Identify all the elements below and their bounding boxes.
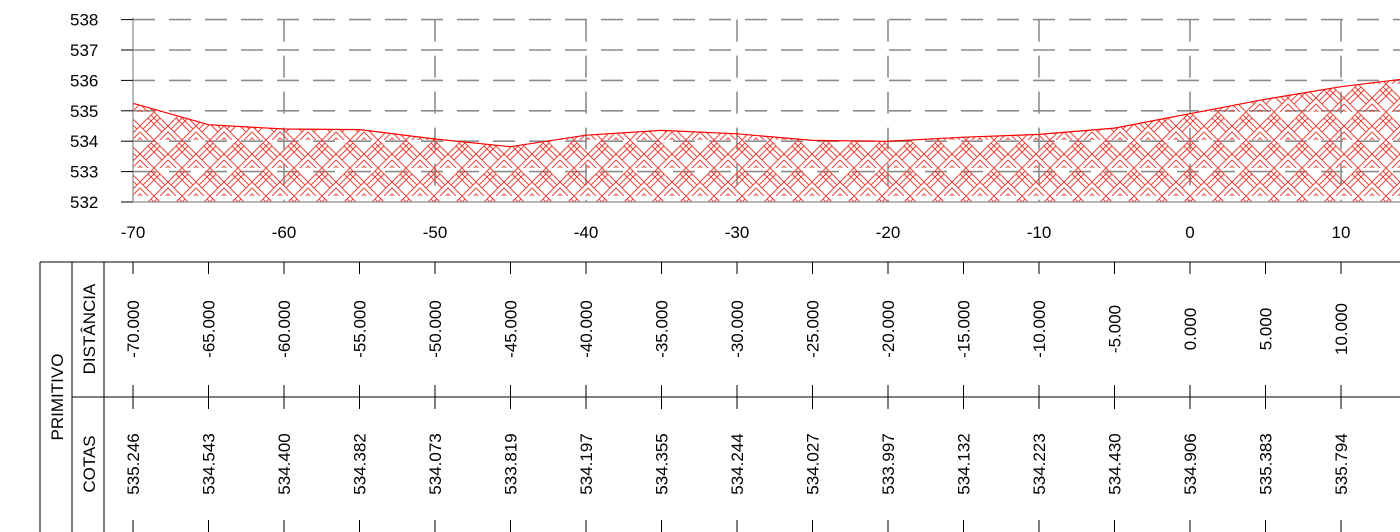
distance-cell: -55.000 bbox=[351, 300, 370, 358]
terrain-point bbox=[736, 133, 738, 135]
row-label-distancia: DISTÂNCIA bbox=[80, 283, 99, 374]
terrain-point bbox=[509, 146, 512, 148]
elevation-cell: 533.997 bbox=[879, 433, 898, 494]
y-tick-label: 534 bbox=[70, 132, 98, 151]
distance-cell: 5.000 bbox=[1257, 308, 1276, 351]
terrain-point bbox=[1038, 133, 1040, 136]
distance-cell: -50.000 bbox=[426, 300, 445, 358]
group-label-primitivo: PRIMITIVO bbox=[48, 354, 67, 441]
terrain-point bbox=[962, 136, 965, 138]
terrain-line bbox=[133, 78, 1400, 148]
elevation-cell: 534.400 bbox=[275, 433, 294, 494]
y-tick-label: 532 bbox=[70, 193, 98, 212]
elevation-cell: 534.355 bbox=[653, 433, 672, 494]
terrain-point bbox=[585, 134, 587, 136]
x-tick-label: -70 bbox=[121, 223, 146, 242]
terrain-point bbox=[887, 140, 889, 142]
terrain-point bbox=[1340, 86, 1342, 88]
elevation-cell: 534.244 bbox=[728, 433, 747, 494]
distance-cell: -15.000 bbox=[955, 300, 974, 358]
distance-cell: -40.000 bbox=[577, 300, 596, 358]
distance-cell: -65.000 bbox=[200, 300, 219, 358]
terrain-point bbox=[434, 138, 436, 140]
terrain-point bbox=[358, 128, 361, 131]
y-tick-label: 535 bbox=[70, 102, 98, 121]
x-tick-labels: -70 -60 -50 -40 -30 -20 -10 0 10 bbox=[121, 223, 1351, 242]
row-label-cotas: COTAS bbox=[80, 435, 99, 492]
x-tick-label: -50 bbox=[423, 223, 448, 242]
y-tick-labels: 532 533 534 535 536 537 538 bbox=[70, 11, 133, 212]
y-tick-label: 536 bbox=[70, 71, 98, 90]
x-tick-label: -20 bbox=[876, 223, 901, 242]
distance-cell: 0.000 bbox=[1181, 308, 1200, 351]
elevation-cell: 534.906 bbox=[1181, 433, 1200, 494]
distance-cell: -20.000 bbox=[879, 300, 898, 358]
terrain-point bbox=[1113, 127, 1116, 129]
elevation-cell: 533.819 bbox=[502, 433, 521, 494]
distance-cell: -35.000 bbox=[653, 300, 672, 358]
x-tick-label: -40 bbox=[574, 223, 599, 242]
distance-cell: -45.000 bbox=[502, 300, 521, 358]
y-tick-label: 537 bbox=[70, 41, 98, 60]
x-tick-label: 0 bbox=[1185, 223, 1194, 242]
y-tick-label: 533 bbox=[70, 163, 98, 182]
elevation-cell: 535.794 bbox=[1332, 433, 1351, 494]
terrain-point bbox=[207, 124, 210, 126]
terrain-fill bbox=[133, 79, 1400, 202]
elevation-cell: 534.073 bbox=[426, 433, 445, 494]
terrain-area bbox=[133, 78, 1400, 202]
distance-cell: -10.000 bbox=[1030, 300, 1049, 358]
terrain-point bbox=[811, 139, 814, 141]
y-tick-label: 538 bbox=[70, 11, 98, 30]
elevation-cell: 535.246 bbox=[124, 433, 143, 494]
terrain-point bbox=[660, 129, 663, 132]
profile-table: PRIMITIVO DISTÂNCIA COTAS -70.000 535.246… bbox=[39, 261, 1400, 532]
terrain-point bbox=[283, 128, 285, 130]
distance-cell: -60.000 bbox=[275, 300, 294, 358]
x-tick-label: 10 bbox=[1332, 223, 1351, 242]
x-tick-label: -10 bbox=[1027, 223, 1052, 242]
elevation-cell: 534.027 bbox=[804, 433, 823, 494]
distance-cell: 10.000 bbox=[1332, 303, 1351, 355]
elevation-cell: 534.543 bbox=[200, 433, 219, 494]
elevation-cell: 534.223 bbox=[1030, 433, 1049, 494]
elevation-cell: 534.132 bbox=[955, 433, 974, 494]
x-tick-label: -30 bbox=[725, 223, 750, 242]
distance-cell: -25.000 bbox=[804, 300, 823, 358]
elevation-cell: 534.382 bbox=[351, 433, 370, 494]
distance-cell: -70.000 bbox=[124, 300, 143, 358]
distance-cell: -30.000 bbox=[728, 300, 747, 358]
elevation-cell: 535.383 bbox=[1257, 433, 1276, 494]
terrain-point bbox=[1264, 98, 1267, 100]
terrain-point bbox=[1189, 113, 1191, 115]
x-tick-label: -60 bbox=[272, 223, 297, 242]
elevation-cell: 534.430 bbox=[1106, 433, 1125, 494]
distance-cell: -5.000 bbox=[1106, 305, 1125, 353]
elevation-cell: 534.197 bbox=[577, 433, 596, 494]
